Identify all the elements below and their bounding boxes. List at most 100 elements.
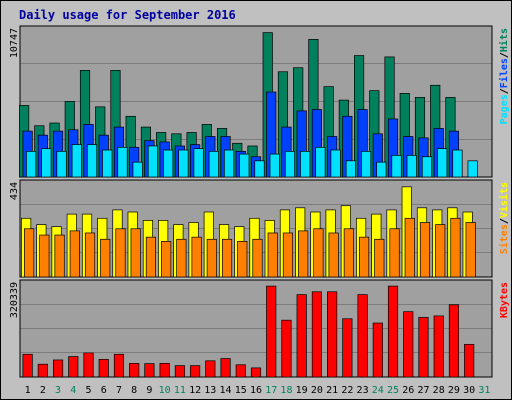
day-label: 19	[296, 385, 308, 396]
bar-kbytes-day-24	[372, 322, 383, 378]
bar-kbytes-day-11	[174, 365, 185, 378]
bar-pages-day-19	[300, 151, 311, 178]
day-label: 12	[189, 385, 201, 396]
bar-sites-day-8	[130, 228, 141, 278]
bar-sites-day-16	[252, 238, 263, 278]
bar-kbytes-day-25	[387, 285, 399, 378]
day-label: 27	[417, 385, 429, 396]
series-bars	[22, 285, 475, 378]
day-label: 11	[174, 385, 186, 396]
panel-kbytes: 320339 KBytes	[9, 279, 510, 378]
day-label: 10	[159, 385, 171, 396]
panel-max-label: 10747	[9, 28, 20, 58]
bar-kbytes-day-29	[448, 304, 460, 378]
day-label: 13	[204, 385, 216, 396]
bar-kbytes-day-13	[205, 360, 216, 378]
bar-sites-day-3	[54, 234, 65, 278]
bar-pages-day-29	[452, 149, 463, 178]
bar-sites-day-22	[343, 228, 354, 278]
bar-sites-day-14	[221, 238, 233, 278]
chart-panels: 10747 Pages/Files/Hits 434 Sites/Visits 3203…	[9, 25, 510, 378]
bar-sites-day-1	[24, 228, 35, 278]
bar-sites-day-19	[298, 230, 309, 278]
bar-kbytes-day-20	[311, 291, 322, 378]
bar-kbytes-day-22	[342, 318, 353, 378]
day-label: 5	[86, 385, 92, 396]
bar-pages-day-30	[467, 160, 478, 178]
bar-kbytes-day-30	[464, 343, 475, 378]
day-label: 31	[478, 385, 490, 396]
bar-kbytes-day-14	[220, 358, 231, 378]
day-label: 16	[250, 385, 262, 396]
panel-hits_files_pages: 10747 Pages/Files/Hits	[9, 25, 510, 178]
day-label: 1	[25, 385, 31, 396]
bar-kbytes-day-1	[22, 353, 33, 378]
day-label: 22	[341, 385, 353, 396]
legend-separator: /	[499, 88, 510, 94]
day-label: 23	[357, 385, 369, 396]
bar-pages-day-5	[86, 144, 98, 178]
bar-kbytes-day-5	[83, 352, 94, 378]
bar-pages-day-1	[26, 151, 37, 178]
bar-sites-day-18	[282, 232, 294, 278]
day-label: 7	[116, 385, 122, 396]
series-bars	[19, 32, 478, 178]
day-label: 25	[387, 385, 399, 396]
legend-pages: Pages	[499, 94, 510, 124]
day-label: 3	[55, 385, 61, 396]
day-label: 21	[326, 385, 338, 396]
bar-pages-day-14	[223, 149, 235, 178]
panel-visits_sites: 434 Sites/Visits	[9, 179, 510, 278]
bar-pages-day-24	[376, 161, 387, 178]
bar-kbytes-day-28	[433, 315, 444, 378]
day-label: 26	[402, 385, 414, 396]
legend-separator: /	[499, 52, 510, 58]
bar-sites-day-15	[237, 241, 248, 278]
bar-sites-day-20	[313, 228, 324, 278]
day-label: 24	[372, 385, 384, 396]
bar-sites-day-9	[145, 236, 156, 278]
bar-sites-day-6	[100, 238, 111, 278]
bar-sites-day-7	[115, 228, 126, 278]
bar-kbytes-day-15	[235, 364, 246, 378]
panel-legend: KBytes	[499, 282, 510, 318]
series-bars	[21, 186, 476, 278]
bar-pages-day-15	[239, 153, 250, 178]
bar-pages-day-9	[147, 145, 158, 178]
bar-pages-day-12	[193, 148, 204, 178]
bar-kbytes-day-3	[52, 359, 64, 378]
bar-pages-day-8	[132, 161, 143, 178]
legend-hits: Hits	[498, 28, 510, 52]
bar-pages-day-25	[391, 155, 402, 178]
bar-kbytes-day-18	[281, 319, 292, 378]
day-label: 6	[101, 385, 107, 396]
bar-sites-day-13	[206, 238, 217, 278]
bar-kbytes-day-2	[37, 363, 48, 378]
legend-visits: Visits	[498, 182, 510, 218]
bar-pages-day-26	[406, 155, 417, 178]
bar-pages-day-18	[284, 151, 296, 178]
bar-kbytes-day-23	[357, 294, 368, 378]
bar-sites-day-12	[191, 236, 202, 278]
day-label: 2	[40, 385, 46, 396]
bar-kbytes-day-17	[266, 285, 277, 378]
bar-kbytes-day-8	[129, 363, 140, 378]
day-label: 15	[235, 385, 247, 396]
bar-sites-day-2	[39, 234, 50, 278]
panel-legend: Sites/Visits	[498, 182, 510, 254]
bar-kbytes-day-7	[113, 353, 125, 378]
panel-legend: Pages/Files/Hits	[498, 28, 510, 124]
bar-sites-day-30	[465, 222, 476, 278]
day-label: 28	[433, 385, 445, 396]
bar-pages-day-21	[330, 149, 341, 178]
panel-frame	[19, 279, 493, 378]
panel-max-label: 434	[9, 182, 20, 200]
panel-max-label: 320339	[9, 282, 20, 318]
bar-sites-day-29	[450, 217, 461, 278]
bar-pages-day-20	[315, 146, 326, 178]
bar-pages-day-22	[345, 160, 356, 178]
bar-kbytes-day-19	[296, 294, 307, 378]
bar-sites-day-28	[435, 224, 446, 278]
